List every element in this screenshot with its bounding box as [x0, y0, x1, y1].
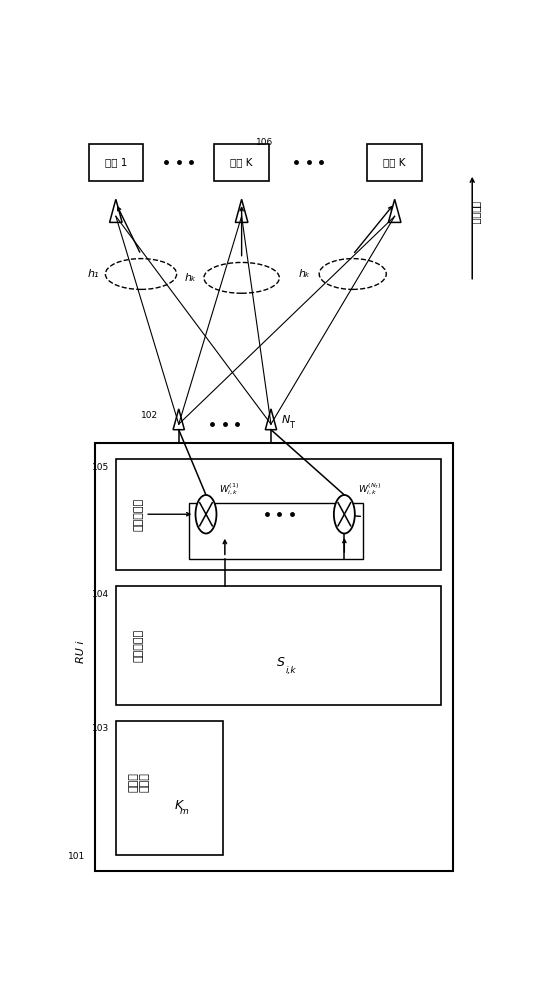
Bar	[367, 144, 422, 181]
Text: 用户 K: 用户 K	[384, 157, 406, 167]
Circle shape	[334, 495, 355, 533]
Circle shape	[195, 495, 216, 533]
Text: 移动站
选择器: 移动站 选择器	[128, 772, 150, 792]
Text: 波束成形器: 波束成形器	[134, 498, 144, 531]
Bar	[89, 144, 143, 181]
Text: N: N	[281, 415, 290, 425]
Text: 103: 103	[93, 724, 109, 733]
Bar	[116, 721, 223, 855]
Text: 信号生成器: 信号生成器	[134, 629, 144, 662]
Text: T: T	[289, 421, 294, 430]
Text: 用户信道: 用户信道	[471, 201, 481, 224]
Text: m: m	[180, 807, 189, 816]
Text: hₖ: hₖ	[185, 273, 197, 283]
Bar	[189, 503, 363, 559]
Text: RU i: RU i	[76, 640, 86, 663]
Bar	[95, 443, 453, 871]
Text: S: S	[278, 656, 285, 669]
Text: 104: 104	[93, 590, 109, 599]
Text: h₁: h₁	[88, 269, 99, 279]
Text: K: K	[175, 799, 183, 812]
Text: $W^{(1)}_{i,k}$: $W^{(1)}_{i,k}$	[220, 482, 240, 497]
Text: hₖ: hₖ	[299, 269, 311, 279]
Bar	[214, 144, 269, 181]
Bar	[116, 459, 441, 570]
Text: 106: 106	[256, 138, 274, 147]
Text: i,k: i,k	[286, 666, 296, 675]
Bar	[116, 586, 441, 705]
Text: 用户 1: 用户 1	[104, 157, 127, 167]
Text: $W^{(N_T)}_{i,k}$: $W^{(N_T)}_{i,k}$	[358, 482, 381, 497]
Text: 105: 105	[93, 463, 109, 472]
Text: 用户 K: 用户 K	[230, 157, 253, 167]
Text: 101: 101	[68, 852, 85, 861]
Text: 102: 102	[141, 411, 158, 420]
